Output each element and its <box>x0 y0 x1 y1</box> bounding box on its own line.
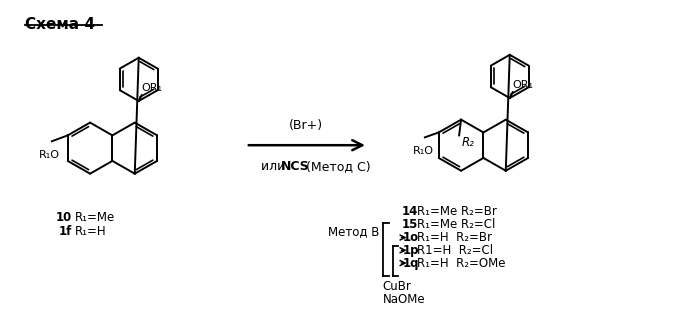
Text: R₁=H: R₁=H <box>75 225 107 238</box>
Text: OR₁: OR₁ <box>142 83 163 93</box>
Text: CuBr: CuBr <box>383 280 412 293</box>
Text: 1f: 1f <box>59 225 72 238</box>
Text: 1p: 1p <box>403 244 419 257</box>
Text: R1=H  R₂=Cl: R1=H R₂=Cl <box>417 244 493 257</box>
Text: (Метод С): (Метод С) <box>302 160 371 173</box>
Text: R₁O: R₁O <box>413 146 433 156</box>
Text: или: или <box>261 160 289 173</box>
Text: R₁=Me R₂=Br: R₁=Me R₂=Br <box>417 206 498 218</box>
Text: R₁=H  R₂=Br: R₁=H R₂=Br <box>417 231 493 244</box>
Text: (Br+): (Br+) <box>289 119 323 132</box>
Text: R₁=Me: R₁=Me <box>75 211 115 224</box>
Text: 10: 10 <box>56 211 72 224</box>
Text: Метод В: Метод В <box>328 225 380 238</box>
Text: Схема 4: Схема 4 <box>24 17 95 32</box>
Text: 1o: 1o <box>403 231 419 244</box>
Text: R₁=H  R₂=OMe: R₁=H R₂=OMe <box>417 256 506 270</box>
Text: R₂: R₂ <box>462 136 475 149</box>
Text: 1q: 1q <box>403 256 419 270</box>
Text: NCS: NCS <box>281 160 309 173</box>
Text: OR₁: OR₁ <box>513 80 534 90</box>
Text: R₁=Me R₂=Cl: R₁=Me R₂=Cl <box>417 218 496 231</box>
Text: 15: 15 <box>401 218 418 231</box>
Text: R₁O: R₁O <box>38 150 59 160</box>
Text: 14: 14 <box>401 206 418 218</box>
Text: NaOMe: NaOMe <box>383 293 425 305</box>
